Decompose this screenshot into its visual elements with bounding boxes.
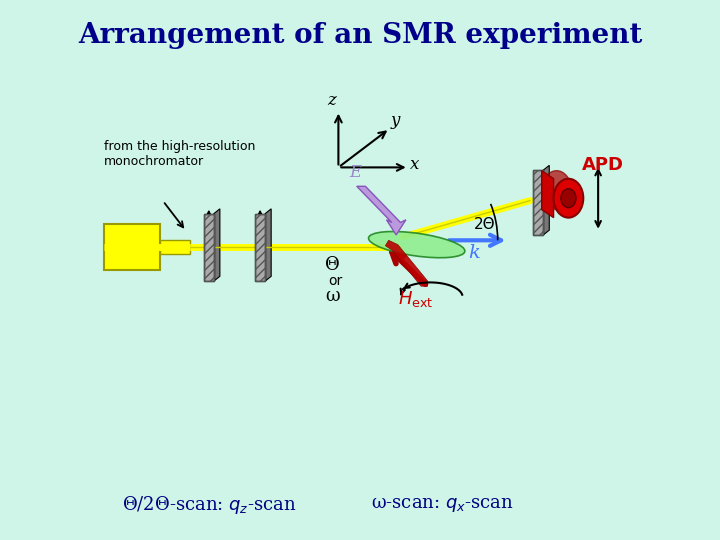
Polygon shape	[357, 186, 406, 235]
Text: $H_{\mathrm{ext}}$: $H_{\mathrm{ext}}$	[397, 289, 433, 309]
Ellipse shape	[561, 189, 576, 207]
Polygon shape	[541, 171, 554, 218]
Text: Arrangement of an SMR experiment: Arrangement of an SMR experiment	[78, 22, 642, 49]
Text: or: or	[328, 274, 343, 288]
Text: ω: ω	[325, 287, 340, 305]
Polygon shape	[214, 209, 220, 281]
Text: x: x	[410, 156, 420, 173]
Text: z: z	[327, 92, 336, 109]
Text: Θ/2Θ-scan: $q_z$-scan: Θ/2Θ-scan: $q_z$-scan	[122, 494, 297, 516]
Polygon shape	[385, 240, 428, 286]
FancyBboxPatch shape	[161, 240, 190, 254]
Text: E: E	[349, 164, 361, 180]
FancyBboxPatch shape	[204, 213, 214, 281]
Ellipse shape	[554, 179, 583, 218]
FancyBboxPatch shape	[533, 170, 544, 235]
Text: from the high-resolution
monochromator: from the high-resolution monochromator	[104, 140, 255, 168]
FancyBboxPatch shape	[104, 224, 161, 270]
Polygon shape	[265, 209, 271, 281]
Ellipse shape	[541, 171, 572, 210]
Text: APD: APD	[582, 156, 624, 174]
Ellipse shape	[369, 232, 465, 258]
FancyBboxPatch shape	[255, 213, 265, 281]
Text: 2Θ: 2Θ	[474, 217, 495, 232]
Text: ω-scan: $q_x$-scan: ω-scan: $q_x$-scan	[371, 496, 513, 514]
Polygon shape	[544, 165, 549, 235]
Text: Θ: Θ	[325, 256, 340, 274]
Text: k: k	[468, 244, 480, 261]
Text: y: y	[390, 112, 400, 129]
